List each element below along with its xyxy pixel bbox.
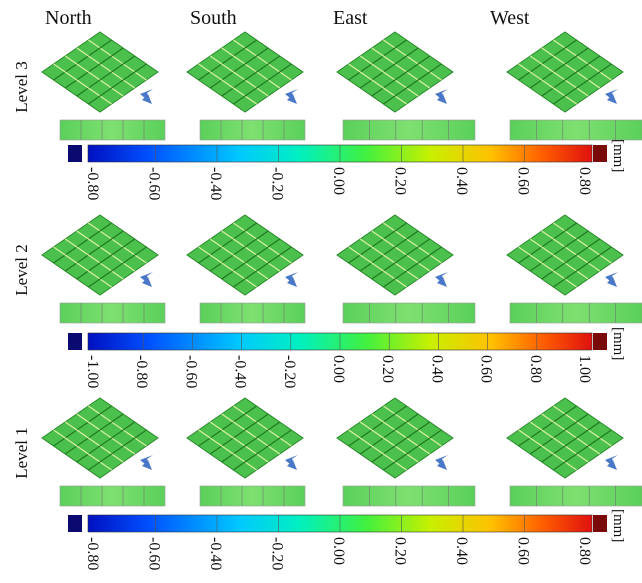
row-label: Level 2 <box>12 244 31 295</box>
colorbar-tick-label: 0.00 <box>330 167 347 195</box>
colorbar-tick-label: -1.00 <box>84 355 101 388</box>
colorbar-tick-label: 1.00 <box>576 355 593 383</box>
specimen-render <box>42 215 165 323</box>
colorbar-under <box>68 333 82 350</box>
section-strip <box>60 303 165 323</box>
cube-grid <box>337 398 453 478</box>
colorbar-tick-label: -0.80 <box>84 167 101 200</box>
section-strip <box>200 303 305 323</box>
colorbar-tick-label: -0.40 <box>207 537 224 570</box>
cube-grid <box>337 215 453 295</box>
colorbar-under <box>68 515 82 532</box>
section-strip <box>510 303 642 323</box>
section-strip <box>343 303 475 323</box>
cube-grid <box>187 32 303 112</box>
colorbar-tick-label: 0.40 <box>453 167 470 195</box>
specimen-render <box>42 32 165 140</box>
section-strip <box>60 120 165 140</box>
specimen-render <box>337 398 475 506</box>
colorbar-tick-label: 0.80 <box>576 537 593 565</box>
section-strip <box>200 120 305 140</box>
colorbar-tick-label: -0.60 <box>182 355 199 388</box>
cube-grid <box>187 215 303 295</box>
colorbar-tick-label: 0.60 <box>515 167 532 195</box>
colorbar-tick-label: -0.60 <box>146 537 163 570</box>
colorbar-unit: [mm] <box>610 139 626 172</box>
cube-grid <box>187 398 303 478</box>
cube-grid <box>507 215 623 295</box>
cube-grid <box>42 398 158 478</box>
column-header: East <box>333 7 368 29</box>
colorbar-over <box>593 515 607 532</box>
colorbar-tick-label: 0.60 <box>478 355 495 383</box>
colorbar-tick-label: -0.20 <box>269 537 286 570</box>
section-strip <box>510 486 642 506</box>
colorbar-tick-label: -0.80 <box>84 537 101 570</box>
colorbar-tick-label: -0.80 <box>133 355 150 388</box>
colorbar-unit: [mm] <box>610 509 626 542</box>
colorbar-under <box>68 145 82 162</box>
colorbar-tick-label: -0.20 <box>269 167 286 200</box>
specimen-render <box>42 398 165 506</box>
column-header: South <box>190 7 237 29</box>
specimen-render <box>337 215 475 323</box>
colorbar-tick-label: 0.80 <box>527 355 544 383</box>
cube-grid <box>337 32 453 112</box>
colorbar-tick-label: 0.80 <box>576 167 593 195</box>
row-label: Level 1 <box>12 427 31 478</box>
colorbar-over <box>593 333 607 350</box>
specimen-render <box>337 32 475 140</box>
section-strip <box>510 120 642 140</box>
colorbar-tick-label: 0.00 <box>330 355 347 383</box>
colorbar-tick-label: 0.20 <box>379 355 396 383</box>
colorbar-tick-label: -0.60 <box>146 167 163 200</box>
colorbar-tick-label: 0.40 <box>453 537 470 565</box>
colorbar-tick-label: 0.40 <box>428 355 445 383</box>
column-header: North <box>45 7 92 29</box>
cube-grid <box>507 398 623 478</box>
colorbar-tick-label: 0.60 <box>515 537 532 565</box>
section-strip <box>343 120 475 140</box>
specimen-render <box>507 398 642 506</box>
colorbar-tick-label: -0.20 <box>281 355 298 388</box>
cube-grid <box>42 32 158 112</box>
colorbar-tick-label: -0.40 <box>207 167 224 200</box>
colorbar-tick-label: 0.20 <box>392 537 409 565</box>
specimen-render <box>507 32 642 140</box>
section-strip <box>60 486 165 506</box>
row-label: Level 3 <box>12 61 31 112</box>
colorbar-tick-label: -0.40 <box>232 355 249 388</box>
colorbar-over <box>593 145 607 162</box>
figure: North South East West Level 3 -0.80 -0.60 -0.40… <box>0 0 642 583</box>
section-strip <box>200 486 305 506</box>
colorbar-tick-label: 0.00 <box>330 537 347 565</box>
colorbar-unit: [mm] <box>610 327 626 360</box>
cube-grid <box>507 32 623 112</box>
specimen-render <box>507 215 642 323</box>
specimen-render <box>187 32 305 140</box>
specimen-render <box>187 215 305 323</box>
specimen-render <box>187 398 305 506</box>
colorbar-tick-label: 0.20 <box>392 167 409 195</box>
section-strip <box>343 486 475 506</box>
column-header: West <box>490 7 530 29</box>
cube-grid <box>42 215 158 295</box>
